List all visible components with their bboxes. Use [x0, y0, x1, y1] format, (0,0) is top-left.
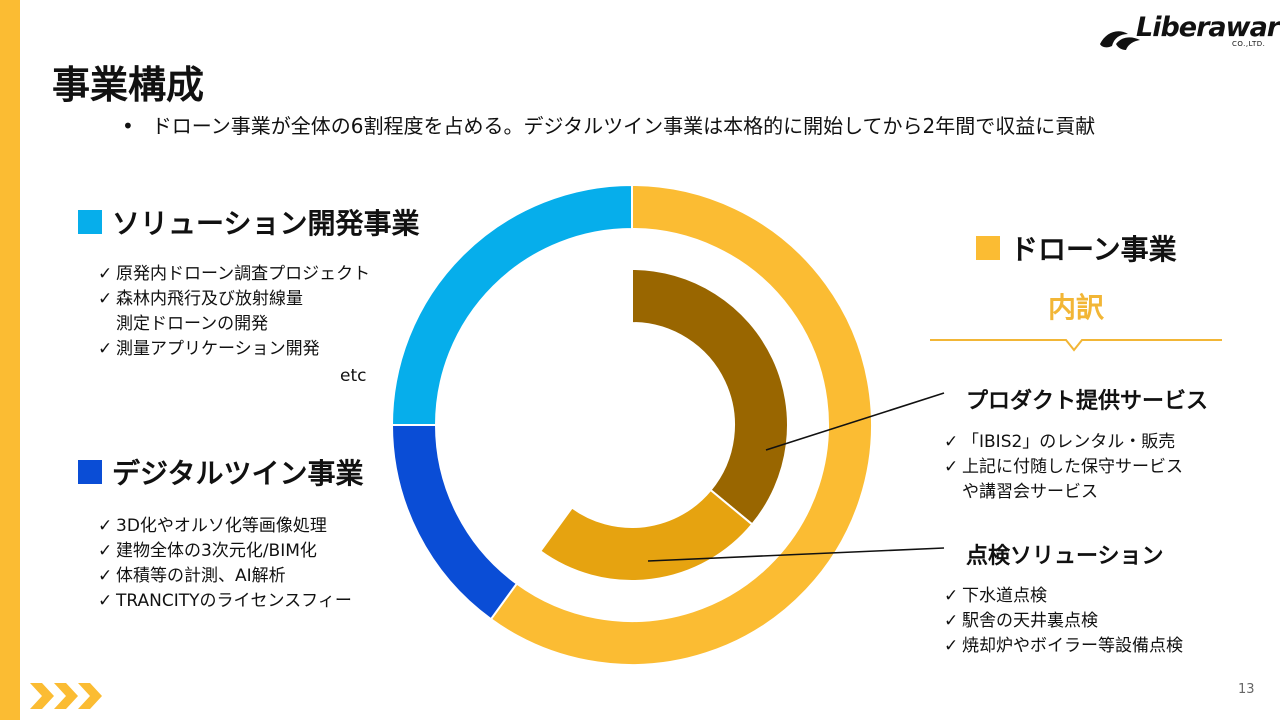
sub-title-product: プロダクト提供サービス — [966, 389, 1209, 414]
list-item: ✓ 下水道点検 — [944, 584, 1183, 609]
outer-ring-slice — [390, 424, 519, 621]
check-icon: ✓ — [944, 432, 959, 452]
check-icon: ✓ — [98, 541, 113, 561]
list-item: ✓ 建物全体の3次元化/BIM化 — [98, 539, 363, 564]
sub-title-inspection: 点検ソリューション — [966, 544, 1164, 569]
page-title: 事業構成 — [52, 63, 205, 107]
check-icon: ✓ — [98, 264, 113, 284]
list-item: ✓ 体積等の計測、AI解析 — [98, 564, 363, 589]
check-icon: ✓ — [944, 636, 959, 656]
outer-ring-slice — [390, 183, 633, 426]
check-icon: ✓ — [98, 566, 113, 586]
breakdown-label: 内訳 — [1047, 291, 1104, 324]
summary-bullet: • ドローン事業が全体の6割程度を占める。デジタルツイン事業は本格的に開始してから… — [122, 110, 1095, 139]
check-icon: ✓ — [98, 516, 113, 536]
list-item: ✓ 森林内飛行及び放射線量 — [98, 287, 419, 312]
accent-bar — [0, 0, 20, 720]
list-item: ✓ 測量アプリケーション開発 — [98, 337, 419, 362]
check-icon: ✓ — [944, 586, 959, 606]
section-title-solution: ソリューション開発事業 — [112, 207, 420, 240]
product-list: ✓ 「IBIS2」のレンタル・販売 ✓ 上記に付随した保守サービス や講習会サービス — [944, 430, 1183, 505]
list-item: ✓ 焼却炉やボイラー等設備点検 — [944, 634, 1183, 659]
solution-list: ✓ 原発内ドローン調査プロジェクト ✓ 森林内飛行及び放射線量 測定ドローンの開発 … — [98, 262, 419, 362]
check-icon: ✓ — [98, 339, 113, 359]
page-number: 13 — [1238, 682, 1255, 697]
legend-square-digital-twin — [78, 460, 102, 484]
check-icon: ✓ — [944, 611, 959, 631]
list-item: ✓ 原発内ドローン調査プロジェクト — [98, 262, 419, 287]
list-item: ✓ 上記に付随した保守サービス — [944, 455, 1183, 480]
check-icon: ✓ — [98, 591, 113, 611]
company-logo: Liberaware CO.,LTD. — [1098, 10, 1280, 54]
inner-ring-slice — [631, 267, 789, 526]
breakdown-divider — [930, 339, 1222, 352]
outer-ring — [390, 183, 873, 666]
list-item: ✓ 「IBIS2」のレンタル・販売 — [944, 430, 1183, 455]
section-solution: ソリューション開発事業 ✓ 原発内ドローン調査プロジェクト ✓ 森林内飛行及び放射線… — [78, 202, 419, 362]
list-item: や講習会サービス — [962, 482, 1098, 502]
check-icon: ✓ — [944, 457, 959, 477]
outer-ring-slice — [489, 183, 873, 666]
list-item: ✓ TRANCITYのライセンスフィー — [98, 589, 363, 614]
sub-section-inspection: 点検ソリューション — [966, 538, 1164, 570]
inner-ring — [538, 267, 789, 582]
logo-subtext: CO.,LTD. — [1232, 40, 1266, 48]
list-item: 測定ドローンの開発 — [116, 314, 269, 334]
inspection-list: ✓ 下水道点検 ✓ 駅舎の天井裏点検 ✓ 焼却炉やボイラー等設備点検 — [944, 584, 1183, 659]
summary-text: ドローン事業が全体の6割程度を占める。デジタルツイン事業は本格的に開始してから2… — [151, 114, 1096, 138]
digital-twin-list: ✓ 3D化やオルソ化等画像処理 ✓ 建物全体の3次元化/BIM化 ✓ 体積等の計測、A… — [98, 514, 363, 614]
list-item: ✓ 駅舎の天井裏点検 — [944, 609, 1183, 634]
section-title-digital-twin: デジタルツイン事業 — [112, 457, 364, 490]
check-icon: ✓ — [98, 289, 113, 309]
chevrons-icon — [30, 683, 102, 709]
section-digital-twin: デジタルツイン事業 ✓ 3D化やオルソ化等画像処理 ✓ 建物全体の3次元化/BIM化… — [78, 452, 363, 614]
inner-ring-slice — [538, 488, 754, 582]
logo-wordmark: Liberaware — [1136, 12, 1280, 43]
leader-line-inspection — [647, 547, 945, 562]
legend-square-drone — [976, 236, 1000, 260]
sub-section-product: プロダクト提供サービス — [966, 383, 1208, 415]
section-title-drone: ドローン事業 — [1010, 233, 1177, 266]
solution-etc: etc — [340, 366, 367, 386]
leader-line-product — [765, 392, 945, 451]
bullet-dot-icon: • — [122, 114, 134, 138]
list-item: ✓ 3D化やオルソ化等画像処理 — [98, 514, 363, 539]
legend-square-solution — [78, 210, 102, 234]
logo-mark-icon — [1100, 31, 1140, 50]
section-drone: ドローン事業 — [976, 228, 1177, 268]
